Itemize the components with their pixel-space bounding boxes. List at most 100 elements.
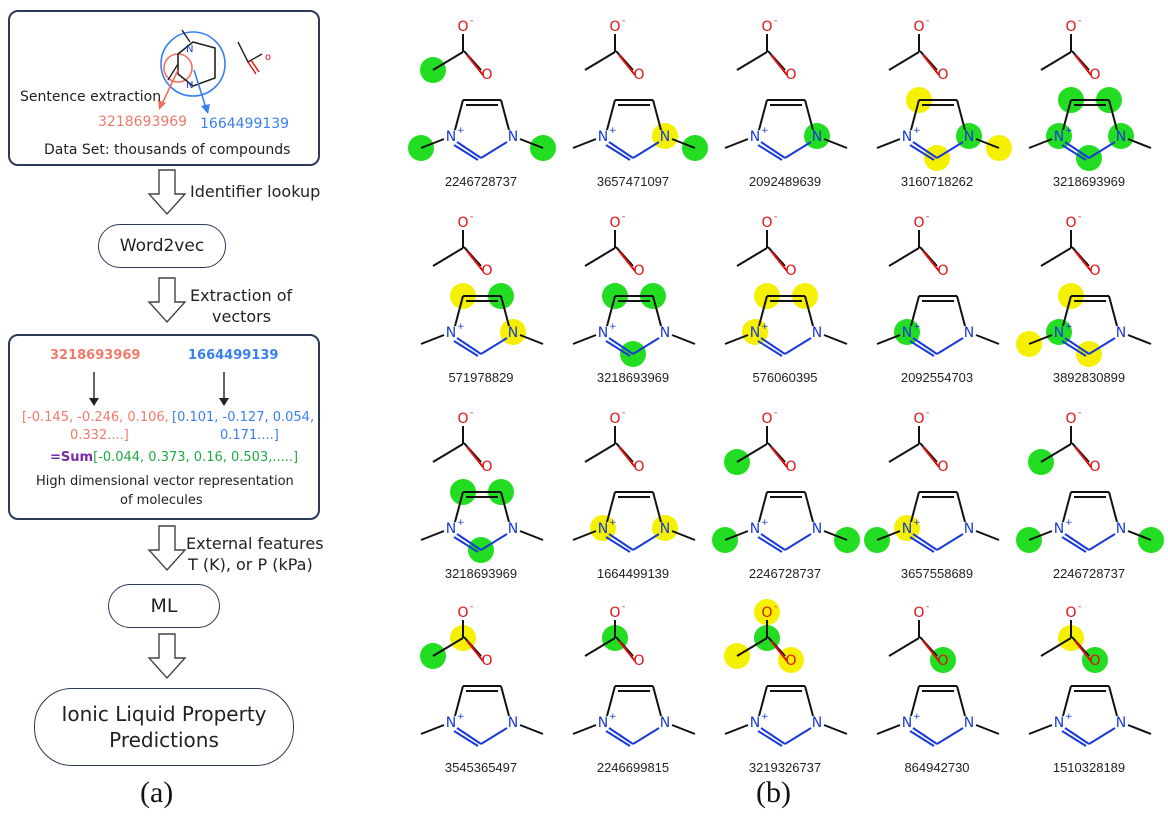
bond-n-c2 bbox=[760, 141, 786, 159]
bond-carbonyl-o-double-2 bbox=[466, 250, 484, 272]
bond-n-c2-double bbox=[757, 730, 783, 747]
bond-n-c2-double bbox=[1061, 730, 1087, 747]
negative-charge: - bbox=[1078, 16, 1081, 26]
nitrogen-label-left: N bbox=[1054, 325, 1064, 341]
oxygen-label-top: O bbox=[609, 605, 620, 621]
step-identifier-lookup: Identifier lookup bbox=[190, 182, 321, 201]
highlight-atom-n_methyl_r bbox=[682, 135, 708, 161]
oxygen-label-right: O bbox=[633, 67, 644, 83]
highlight-atom-o_right bbox=[1082, 647, 1108, 673]
positive-charge: + bbox=[913, 126, 921, 136]
bond-c4-n bbox=[758, 99, 768, 131]
red-pointer bbox=[161, 69, 179, 105]
bond-n-methyl-left bbox=[1028, 334, 1053, 345]
bond-methyl-carbonyl bbox=[888, 247, 920, 267]
bond-n-methyl-left bbox=[724, 334, 749, 345]
nitrogen-label-left: N bbox=[1054, 129, 1064, 145]
bond-c2-n bbox=[936, 533, 964, 551]
bond-c5-n bbox=[500, 685, 510, 717]
oxygen-label-right: O bbox=[937, 653, 948, 669]
bond-n-c2 bbox=[456, 533, 482, 551]
bond-n-c2 bbox=[760, 337, 786, 355]
bond-methyl-carbonyl bbox=[1040, 443, 1072, 463]
bond-methyl-carbonyl bbox=[432, 637, 464, 657]
bond-carbonyl-o-double-2 bbox=[922, 446, 940, 468]
bond-n-methyl-left bbox=[724, 138, 749, 149]
bond-c5-n bbox=[956, 491, 966, 523]
vector-blue-line2: 0.171....] bbox=[220, 428, 279, 443]
positive-charge: + bbox=[761, 712, 769, 722]
nitrogen-label-left: N bbox=[750, 129, 760, 145]
positive-charge: + bbox=[761, 322, 769, 332]
bond-carbonyl-o-double-2 bbox=[618, 446, 636, 468]
positive-charge: + bbox=[913, 712, 921, 722]
bond-c2-n bbox=[632, 337, 660, 355]
positive-charge: + bbox=[609, 712, 617, 722]
fragment-identifier: 576060395 bbox=[752, 370, 817, 385]
fragment-identifier: 3218693969 bbox=[445, 566, 517, 581]
highlight-atom-n_methyl_r bbox=[1138, 527, 1164, 553]
bond-carbonyl-o-double-2 bbox=[618, 250, 636, 272]
negative-charge: - bbox=[470, 212, 473, 222]
highlight-atom-n_methyl_r bbox=[530, 135, 556, 161]
prediction-line2: Predictions bbox=[109, 728, 219, 752]
oxygen-label-top: O bbox=[457, 411, 468, 427]
bond-n-methyl-right bbox=[975, 138, 1000, 149]
bond-methyl-carbonyl bbox=[736, 637, 768, 657]
oxygen-label-right: O bbox=[937, 263, 948, 279]
negative-charge: - bbox=[622, 408, 625, 418]
fragment-identifier: 3160718262 bbox=[901, 174, 973, 189]
oxygen-label-top: O bbox=[1065, 411, 1076, 427]
oxygen-label-right: O bbox=[1089, 459, 1100, 475]
bond-n-methyl-left bbox=[572, 724, 597, 735]
fragment-identifier: 3218693969 bbox=[597, 370, 669, 385]
vector-box: 3218693969 1664499139 [-0.145, -0.246, 0… bbox=[8, 334, 320, 520]
bond-c4-n bbox=[606, 685, 616, 717]
fragment-identifier: 571978829 bbox=[448, 370, 513, 385]
oxygen-label-right: O bbox=[481, 459, 492, 475]
bond-n-c2 bbox=[912, 533, 938, 551]
sentence-extraction-label: Sentence extraction bbox=[20, 89, 162, 105]
bond-n-methyl-right bbox=[975, 334, 1000, 345]
negative-charge: - bbox=[1078, 212, 1081, 222]
bond-carbonyl-o-double-2 bbox=[922, 640, 940, 662]
nitrogen-label-left: N bbox=[446, 521, 456, 537]
bond-methyl-carbonyl bbox=[736, 247, 768, 267]
bond-c2-n bbox=[936, 141, 964, 159]
bond-n-c2-double bbox=[757, 144, 783, 161]
bond-n-c2 bbox=[608, 141, 634, 159]
positive-charge: + bbox=[1065, 322, 1073, 332]
bond-c2-n bbox=[632, 533, 660, 551]
nitrogen-label-right: N bbox=[508, 521, 518, 537]
nitrogen-label-right: N bbox=[660, 325, 670, 341]
bond-c5-n bbox=[804, 685, 814, 717]
bond-n-c2 bbox=[912, 141, 938, 159]
negative-charge: - bbox=[470, 602, 473, 612]
bond-c2-n bbox=[784, 727, 812, 745]
nitrogen-label-right: N bbox=[1116, 521, 1126, 537]
bond-carbonyl-o-double-2 bbox=[770, 250, 788, 272]
bond-n-methyl-left bbox=[572, 334, 597, 345]
workflow-panel: N N o Sentence extraction 3218693969 166… bbox=[0, 0, 330, 822]
positive-charge: + bbox=[761, 126, 769, 136]
positive-charge: + bbox=[1065, 518, 1073, 528]
bond-methyl-carbonyl bbox=[584, 637, 616, 657]
bond-c5-n bbox=[500, 99, 510, 131]
bond-c2-n bbox=[784, 337, 812, 355]
bond-c4-n bbox=[454, 685, 464, 717]
fragment-identifier: 2092489639 bbox=[749, 174, 821, 189]
bond-n-methyl-left bbox=[420, 334, 445, 345]
bond-c5-n bbox=[500, 295, 510, 327]
bond-c2-n bbox=[480, 533, 508, 551]
bond-carbonyl-o-double-2 bbox=[922, 54, 940, 76]
nitrogen-label-right: N bbox=[812, 715, 822, 731]
oxygen-label-right: O bbox=[633, 459, 644, 475]
nitrogen-label-right: N bbox=[508, 715, 518, 731]
